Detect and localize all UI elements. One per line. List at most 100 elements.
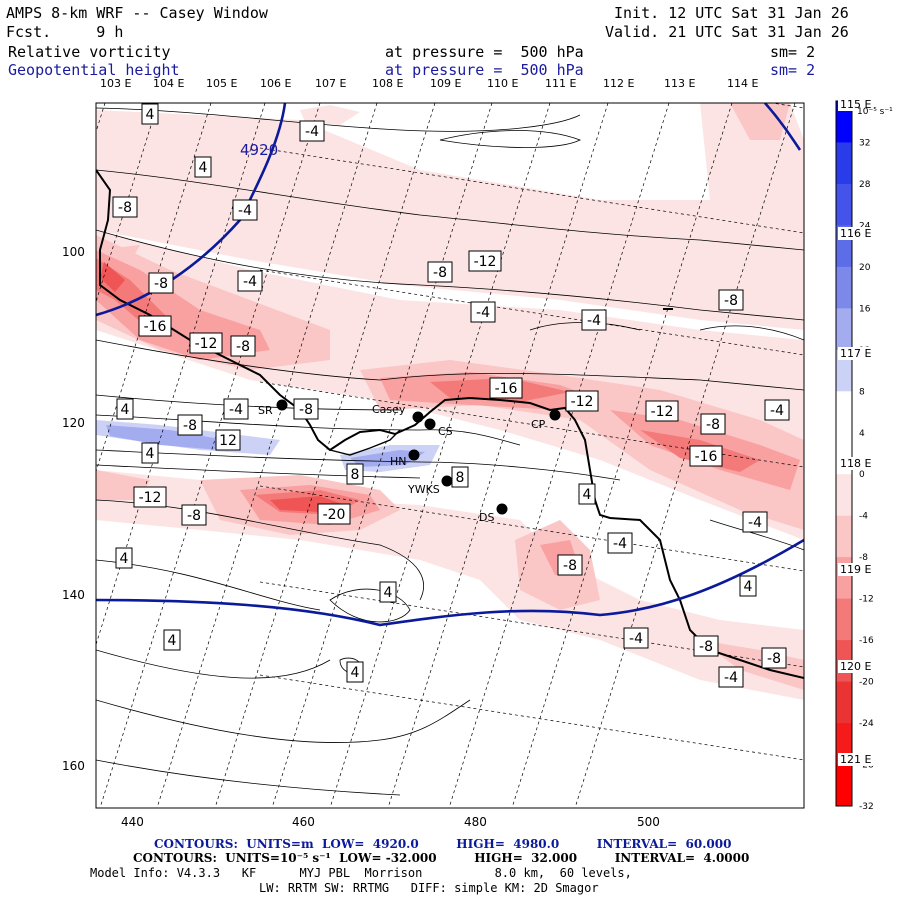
- contour-label: 4: [141, 103, 159, 125]
- svg-text:4: 4: [199, 160, 208, 176]
- svg-text:-12: -12: [195, 336, 218, 352]
- contour-label: 4: [194, 156, 212, 178]
- colorbar-label: -4: [859, 512, 868, 522]
- lon-label: 113 E: [664, 77, 696, 90]
- colorbar-label: 8: [859, 387, 865, 397]
- x-tick-440: 440: [121, 815, 144, 829]
- height-contour-label: 4920: [240, 141, 278, 159]
- svg-text:-4: -4: [629, 631, 643, 647]
- colorbar-label: -8: [859, 553, 868, 563]
- colorbar-swatch: [836, 598, 852, 641]
- colorbar-swatch: [836, 266, 852, 309]
- contour-label: -12: [468, 250, 502, 272]
- station-ds: DS: [479, 503, 508, 524]
- colorbar-label: 32: [859, 138, 870, 148]
- contour-label: 4: [163, 629, 181, 651]
- svg-text:-8: -8: [767, 651, 781, 667]
- svg-text:-8: -8: [183, 418, 197, 434]
- lon-label: 106 E: [260, 77, 292, 90]
- svg-text:-8: -8: [236, 339, 250, 355]
- lon-label: 108 E: [372, 77, 404, 90]
- colorbar-swatch: [836, 349, 852, 392]
- plot-frame: [95, 102, 805, 809]
- svg-text:4: 4: [351, 665, 360, 681]
- contour-label: -12: [133, 486, 167, 508]
- contour-label: -16: [689, 445, 723, 467]
- colorbar-label: 16: [859, 304, 871, 314]
- lon-label: 107 E: [315, 77, 347, 90]
- contour-label: -12: [189, 332, 223, 354]
- contour-label: -8: [693, 635, 719, 657]
- contour-label: 8: [451, 466, 469, 488]
- contour-label: 4: [141, 442, 159, 464]
- contour-label: -8: [427, 261, 453, 283]
- y-tick-120: 120: [62, 416, 85, 430]
- field1-name: Relative vorticity: [8, 43, 171, 61]
- svg-text:4: 4: [121, 402, 130, 418]
- svg-text:-8: -8: [118, 200, 132, 216]
- svg-text:CP: CP: [531, 418, 546, 431]
- vorticity-contour-info: CONTOURS: UNITS=10⁻⁵ s⁻¹ LOW= -32.000 HI…: [133, 851, 750, 865]
- lat-label: 117 E: [838, 347, 874, 360]
- colorbar-unit: 10⁻⁵ s⁻¹: [857, 107, 893, 117]
- contour-label: -20: [317, 503, 351, 525]
- vorticity-contours: [96, 107, 804, 796]
- contour-label: -8: [761, 647, 787, 669]
- svg-text:-8: -8: [724, 293, 738, 309]
- field1-smoothing: sm= 2: [770, 43, 816, 61]
- contour-label: -8: [230, 335, 256, 357]
- lon-label: 105 E: [206, 77, 238, 90]
- contour-label: -8: [718, 289, 744, 311]
- svg-text:-20: -20: [323, 507, 346, 523]
- colorbar-label: -24: [859, 719, 874, 729]
- physics-info: LW: RRTM SW: RRTMG DIFF: simple KM: 2D S…: [259, 881, 599, 895]
- svg-text:-8: -8: [699, 639, 713, 655]
- contour-label: -4: [718, 666, 744, 688]
- colorbar-swatch: [836, 764, 852, 807]
- svg-text:-4: -4: [770, 403, 784, 419]
- lon-label: 103 E: [100, 77, 132, 90]
- svg-text:-8: -8: [187, 508, 201, 524]
- station-cp: CP: [531, 409, 561, 431]
- lat-label: 116 E: [838, 227, 874, 240]
- field2-level: at pressure = 500 hPa: [385, 61, 584, 79]
- x-tick-460: 460: [292, 815, 315, 829]
- colorbar-swatch: [836, 391, 852, 434]
- contour-label: 8: [346, 463, 364, 485]
- colorbar-swatch: [836, 101, 852, 143]
- contour-label: -4: [742, 511, 768, 533]
- colorbar-label: 28: [859, 180, 871, 190]
- svg-text:8: 8: [456, 470, 465, 486]
- forecast-hour: Fcst. 9 h: [6, 23, 124, 41]
- contour-label: 4: [346, 661, 364, 683]
- contour-label: -8: [181, 504, 207, 526]
- lon-label: 110 E: [487, 77, 519, 90]
- lon-label: 109 E: [430, 77, 462, 90]
- colorbar-swatch: [836, 183, 852, 226]
- contour-label: -4: [299, 120, 325, 142]
- colorbar-label: 0: [859, 470, 865, 480]
- contour-label: -12: [645, 400, 679, 422]
- svg-text:-12: -12: [571, 394, 594, 410]
- contour-label: -16: [138, 315, 172, 337]
- svg-text:SR: SR: [258, 404, 273, 417]
- contour-label: -12: [565, 390, 599, 412]
- contour-label: -4: [237, 270, 263, 292]
- colorbar-label: 24: [859, 221, 871, 231]
- contour-label: -4: [764, 399, 790, 421]
- contour-label: -8: [293, 398, 319, 420]
- contour-label: -4: [470, 301, 496, 323]
- contour-label: -4: [623, 627, 649, 649]
- svg-text:-4: -4: [238, 203, 252, 219]
- svg-text:4: 4: [168, 633, 177, 649]
- lon-label: 104 E: [153, 77, 185, 90]
- svg-text:4: 4: [146, 446, 155, 462]
- svg-text:-4: -4: [476, 305, 490, 321]
- colorbar-label: -20: [859, 678, 874, 688]
- coastline: [96, 169, 804, 679]
- svg-text:-8: -8: [154, 276, 168, 292]
- svg-text:4: 4: [384, 585, 393, 601]
- colorbar-label: -12: [859, 595, 874, 605]
- colorbar-swatch: [836, 515, 852, 558]
